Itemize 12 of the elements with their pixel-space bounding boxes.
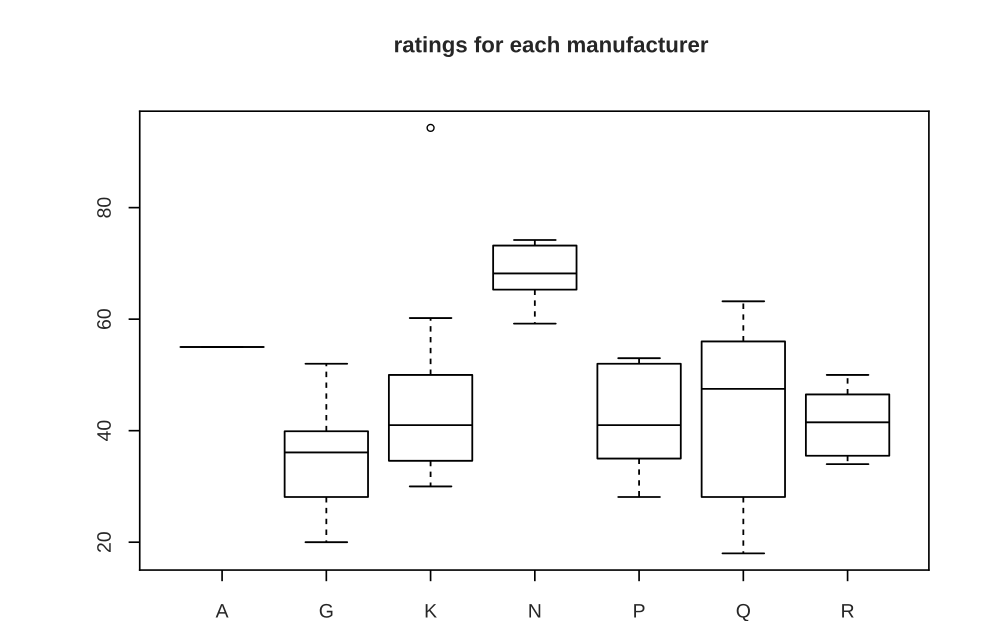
x-tick-label: R <box>842 604 854 618</box>
y-tick-label: 60 <box>97 309 111 329</box>
x-tick-label: K <box>426 604 437 618</box>
y-tick-label: 80 <box>97 198 111 218</box>
chart-title: ratings for each manufacturer <box>395 36 708 57</box>
y-tick-label: 20 <box>97 532 111 552</box>
x-tick-label: A <box>216 604 229 618</box>
x-tick-label: N <box>529 604 540 618</box>
x-tick-label: G <box>320 604 332 618</box>
x-tick-label: Q <box>736 604 750 621</box>
y-tick-label: 40 <box>97 420 111 442</box>
x-tick-label: P <box>634 604 645 618</box>
